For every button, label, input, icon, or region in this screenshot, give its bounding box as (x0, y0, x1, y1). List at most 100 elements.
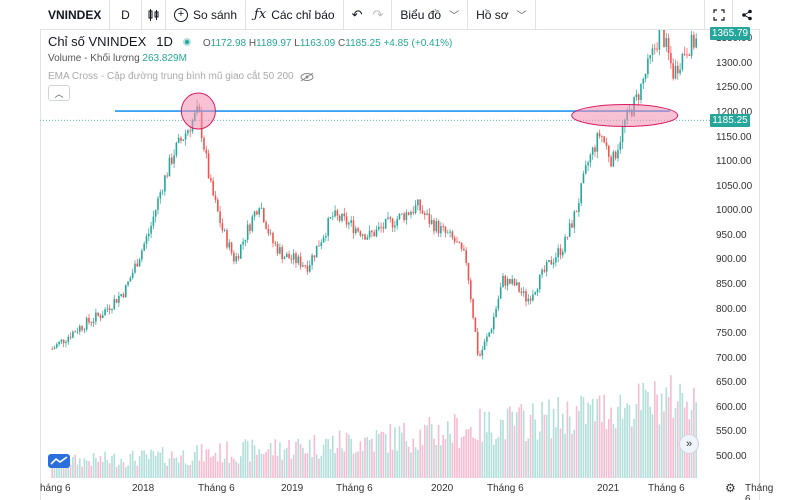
scroll-to-realtime-button[interactable]: » (679, 434, 699, 454)
peak-2018-highlight[interactable] (180, 92, 216, 130)
volume-bar (619, 394, 622, 478)
price-tick-label: 600.00 (716, 401, 747, 413)
eye-hidden-icon[interactable] (300, 72, 314, 82)
volume-bar (642, 382, 645, 478)
candle-body (359, 231, 362, 236)
volume-bar (260, 453, 263, 478)
candle-body (610, 156, 612, 167)
volume-bar (486, 432, 488, 478)
price-chart[interactable] (40, 30, 710, 478)
volume-bar (253, 445, 256, 478)
volume-bar (366, 437, 369, 478)
volume-bar (440, 445, 442, 478)
volume-bar (656, 394, 658, 478)
undo-icon[interactable]: ↶ (351, 6, 363, 22)
volume-bar (221, 462, 224, 478)
time-axis[interactable]: háng 6 2018 Tháng 6 2019 Tháng 6 2020 Tháng 6 2… (40, 478, 773, 500)
candle-body (118, 295, 120, 303)
candle-body (442, 226, 444, 227)
volume-bar (380, 431, 382, 478)
candle-body (486, 336, 488, 342)
volume-bar (233, 458, 235, 478)
volume-bar (239, 456, 242, 478)
candle-body (412, 211, 415, 214)
candle-body (173, 155, 175, 164)
candle-body (656, 48, 658, 50)
volume-bar (306, 453, 309, 478)
volume-bar (122, 462, 125, 478)
gear-icon[interactable]: ⚙ (725, 481, 736, 495)
legend-collapse-button[interactable]: ︿ (48, 85, 70, 101)
volume-bar (313, 434, 316, 478)
volume-bar (509, 406, 511, 478)
symbol-search[interactable]: VNINDEX (40, 0, 110, 30)
time-tick-label: 2019 (281, 483, 304, 494)
price-tick-label: 1150.00 (716, 131, 752, 143)
candle-body (394, 225, 396, 228)
share-icon (741, 9, 752, 21)
candle-body (168, 157, 171, 177)
candle-body (688, 54, 691, 56)
volume-bar (497, 437, 500, 478)
candle-body (306, 265, 309, 272)
profile-dropdown[interactable]: Hồ sơ ﹀ (468, 0, 536, 30)
low-label: L (294, 38, 300, 49)
interval-button[interactable]: D (110, 0, 142, 30)
volume-bar (465, 429, 467, 478)
compare-button[interactable]: + So sánh (166, 0, 247, 30)
volume-bar (647, 392, 649, 478)
close-label: C (338, 38, 346, 49)
candle-body (267, 229, 270, 234)
volume-bar (216, 461, 219, 478)
candle-body (670, 53, 672, 64)
candle-body (396, 219, 398, 226)
chart-type-dropdown[interactable]: Biểu đồ ﹀ (392, 0, 469, 30)
volume-bar (168, 458, 171, 478)
volume-bar (325, 438, 327, 478)
volume-bar (614, 428, 617, 478)
volume-bar (589, 404, 592, 478)
candle-body (483, 341, 486, 350)
volume-bar (138, 456, 141, 478)
candle-body (364, 234, 366, 240)
candle-body (108, 308, 111, 311)
price-tick-label: 750.00 (716, 328, 747, 340)
share-button[interactable] (732, 0, 760, 30)
volume-bar (115, 466, 118, 478)
candle-body (426, 213, 428, 215)
candle-body (575, 211, 578, 213)
candle-body (352, 220, 355, 234)
volume-bar (276, 455, 279, 478)
candle-body (463, 248, 465, 251)
volume-bar (129, 453, 132, 478)
volume-bar (127, 465, 129, 478)
candle-style-button[interactable] (142, 0, 166, 30)
candle-body (329, 217, 332, 219)
candle-body (541, 269, 543, 275)
volume-bar (51, 464, 53, 478)
candle-body (92, 321, 95, 324)
volume-bar (177, 462, 180, 478)
volume-bar (502, 419, 504, 478)
time-tick-label: Tháng 6 (336, 483, 373, 494)
candle-body (55, 344, 58, 348)
volume-bar (373, 451, 375, 478)
volume-bar (131, 450, 134, 478)
volume-bar (357, 451, 359, 478)
indicators-button[interactable]: ƒx Các chỉ báo (246, 0, 344, 30)
candlestick-icon (148, 8, 158, 21)
candle-body (566, 236, 569, 238)
candle-body (235, 256, 237, 262)
candle-body (548, 260, 550, 263)
volume-bar (557, 396, 559, 478)
candle-body (239, 244, 242, 259)
redo-icon[interactable]: ↷ (372, 6, 384, 22)
breakout-2021-highlight[interactable] (571, 103, 679, 127)
candle-body (265, 222, 267, 230)
price-tick-label: 850.00 (716, 279, 747, 290)
fullscreen-button[interactable] (704, 0, 732, 30)
volume-bar (207, 449, 210, 478)
volume-bar (412, 438, 415, 478)
volume-bar (403, 422, 405, 478)
candle-body (672, 63, 674, 79)
